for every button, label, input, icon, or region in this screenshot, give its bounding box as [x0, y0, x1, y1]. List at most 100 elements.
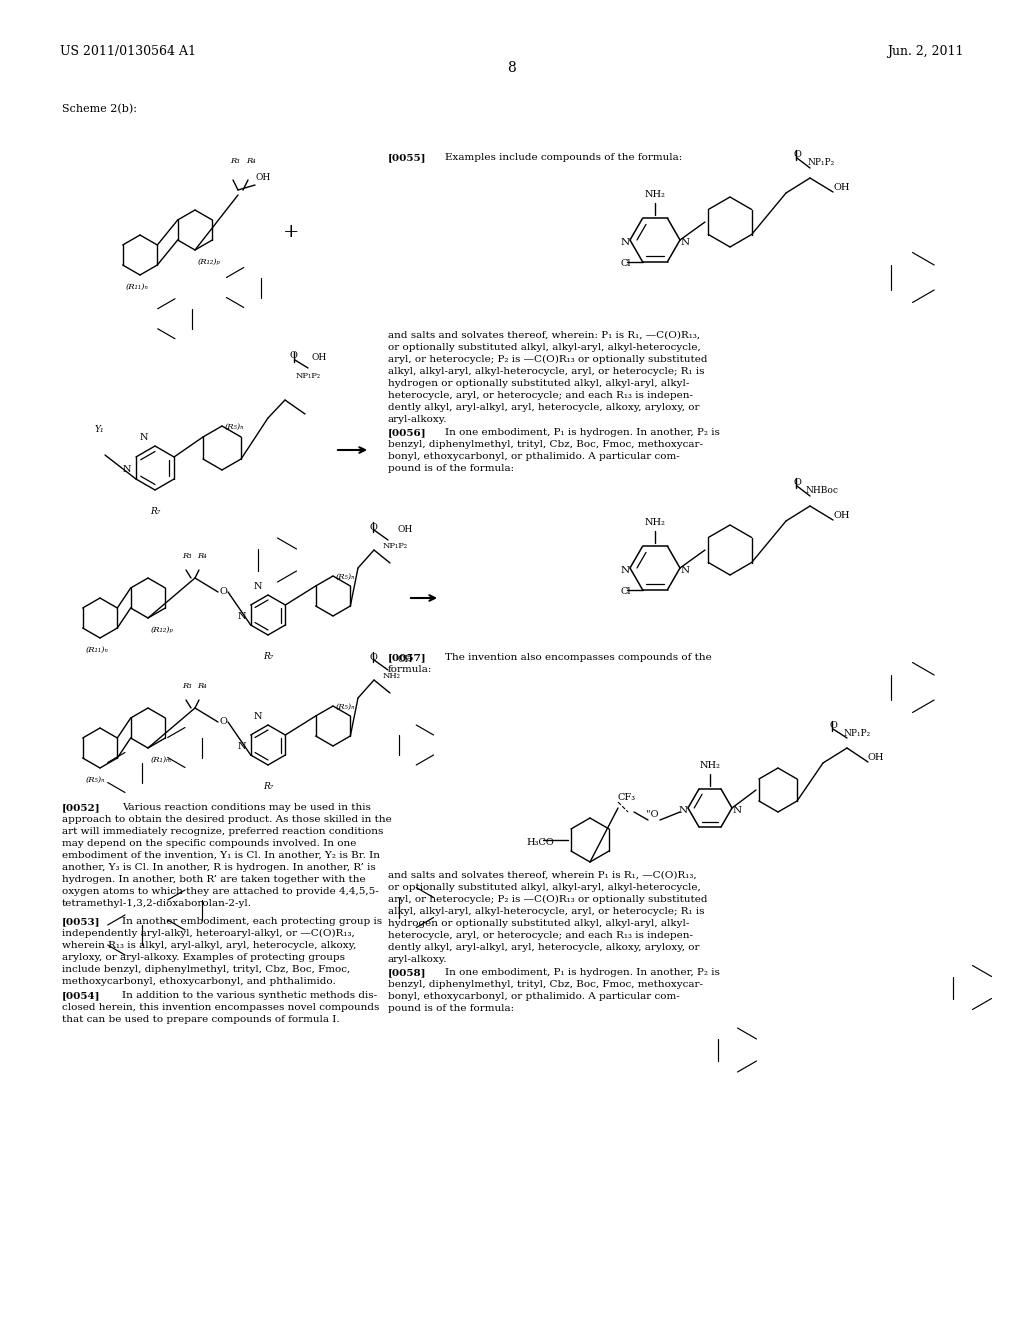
Text: NP₁P₂: NP₁P₂: [296, 372, 322, 380]
Text: NH₂: NH₂: [645, 517, 666, 527]
Text: N: N: [238, 742, 247, 751]
Text: NP₁P₂: NP₁P₂: [844, 729, 871, 738]
Text: Cl: Cl: [621, 259, 631, 268]
Text: Y₁: Y₁: [95, 425, 104, 434]
Text: R₇: R₇: [263, 781, 273, 791]
Text: O: O: [793, 478, 801, 487]
Text: R₃: R₃: [182, 552, 191, 560]
Text: In one embodiment, P₁ is hydrogen. In another, P₂ is: In one embodiment, P₁ is hydrogen. In an…: [445, 968, 720, 977]
Text: include benzyl, diphenylmethyl, trityl, Cbz, Boc, Fmoc,: include benzyl, diphenylmethyl, trityl, …: [62, 965, 350, 974]
Text: N: N: [621, 566, 630, 576]
Text: N: N: [254, 711, 262, 721]
Text: N: N: [733, 807, 742, 814]
Text: Jun. 2, 2011: Jun. 2, 2011: [888, 45, 964, 58]
Text: N: N: [681, 566, 690, 576]
Text: R₄: R₄: [197, 682, 207, 690]
Text: Scheme 2(b):: Scheme 2(b):: [62, 104, 137, 114]
Text: US 2011/0130564 A1: US 2011/0130564 A1: [60, 45, 196, 58]
Text: benzyl, diphenylmethyl, trityl, Cbz, Boc, Fmoc, methoxycar-: benzyl, diphenylmethyl, trityl, Cbz, Boc…: [388, 440, 703, 449]
Text: O: O: [220, 717, 228, 726]
Text: embodiment of the invention, Y₁ is Cl. In another, Y₂ is Br. In: embodiment of the invention, Y₁ is Cl. I…: [62, 851, 380, 861]
Text: OH: OH: [398, 655, 414, 664]
Text: N: N: [140, 433, 148, 442]
Text: [0054]: [0054]: [62, 991, 100, 1001]
Text: NHBoc: NHBoc: [806, 486, 839, 495]
Text: tetramethyl-1,3,2-dioxaborolan-2-yl.: tetramethyl-1,3,2-dioxaborolan-2-yl.: [62, 899, 252, 908]
Text: 8: 8: [508, 61, 516, 75]
Text: In addition to the various synthetic methods dis-: In addition to the various synthetic met…: [122, 991, 377, 1001]
Text: aryl, or heterocycle; P₂ is —C(O)R₁₃ or optionally substituted: aryl, or heterocycle; P₂ is —C(O)R₁₃ or …: [388, 355, 708, 364]
Text: and salts and solvates thereof, wherein: P₁ is R₁, —C(O)R₁₃,: and salts and solvates thereof, wherein:…: [388, 331, 700, 341]
Text: aryl-alkoxy.: aryl-alkoxy.: [388, 954, 447, 964]
Text: N: N: [621, 238, 630, 247]
Text: benzyl, diphenylmethyl, trityl, Cbz, Boc, Fmoc, methoxycar-: benzyl, diphenylmethyl, trityl, Cbz, Boc…: [388, 979, 703, 989]
Text: R₃: R₃: [182, 682, 191, 690]
Text: N: N: [238, 612, 247, 620]
Text: wherein R₁₃ is alkyl, aryl-alkyl, aryl, heterocycle, alkoxy,: wherein R₁₃ is alkyl, aryl-alkyl, aryl, …: [62, 941, 356, 950]
Text: [0055]: [0055]: [388, 153, 427, 162]
Text: (R₁₂)ₚ: (R₁₂)ₚ: [151, 626, 174, 634]
Text: In one embodiment, P₁ is hydrogen. In another, P₂ is: In one embodiment, P₁ is hydrogen. In an…: [445, 428, 720, 437]
Text: that can be used to prepare compounds of formula I.: that can be used to prepare compounds of…: [62, 1015, 340, 1024]
Text: aryloxy, or aryl-alkoxy. Examples of protecting groups: aryloxy, or aryl-alkoxy. Examples of pro…: [62, 953, 345, 962]
Text: bonyl, ethoxycarbonyl, or pthalimido. A particular com-: bonyl, ethoxycarbonyl, or pthalimido. A …: [388, 451, 680, 461]
Text: N: N: [681, 238, 690, 247]
Text: heterocycle, aryl, or heterocycle; and each R₁₃ is indepen-: heterocycle, aryl, or heterocycle; and e…: [388, 931, 693, 940]
Text: or optionally substituted alkyl, alkyl-aryl, alkyl-heterocycle,: or optionally substituted alkyl, alkyl-a…: [388, 343, 700, 352]
Text: OH: OH: [256, 173, 271, 182]
Text: [0058]: [0058]: [388, 968, 427, 977]
Text: H₃CO: H₃CO: [526, 838, 554, 847]
Text: bonyl, ethoxycarbonyl, or pthalimido. A particular com-: bonyl, ethoxycarbonyl, or pthalimido. A …: [388, 993, 680, 1001]
Text: O: O: [829, 721, 837, 730]
Text: R₃: R₃: [230, 157, 240, 165]
Text: hydrogen or optionally substituted alkyl, alkyl-aryl, alkyl-: hydrogen or optionally substituted alkyl…: [388, 919, 689, 928]
Text: OH: OH: [833, 511, 850, 520]
Text: N: N: [254, 582, 262, 591]
Text: heterocycle, aryl, or heterocycle; and each R₁₃ is indepen-: heterocycle, aryl, or heterocycle; and e…: [388, 391, 693, 400]
Text: O: O: [793, 150, 801, 158]
Text: The invention also encompasses compounds of the: The invention also encompasses compounds…: [445, 653, 712, 663]
Text: OH: OH: [868, 752, 885, 762]
Text: OH: OH: [833, 183, 850, 191]
Text: oxygen atoms to which they are attached to provide 4,4,5,5-: oxygen atoms to which they are attached …: [62, 887, 379, 896]
Text: Cl: Cl: [621, 586, 631, 595]
Text: (R₁₁)ₙ: (R₁₁)ₙ: [126, 282, 148, 290]
Text: O: O: [370, 653, 378, 663]
Text: [0057]: [0057]: [388, 653, 427, 663]
Text: CF₃: CF₃: [618, 793, 636, 803]
Text: methoxycarbonyl, ethoxycarbonyl, and phthalimido.: methoxycarbonyl, ethoxycarbonyl, and pht…: [62, 977, 336, 986]
Text: approach to obtain the desired product. As those skilled in the: approach to obtain the desired product. …: [62, 814, 392, 824]
Text: NH₂: NH₂: [645, 190, 666, 199]
Text: another, Y₃ is Cl. In another, R is hydrogen. In another, R’ is: another, Y₃ is Cl. In another, R is hydr…: [62, 863, 376, 873]
Text: closed herein, this invention encompasses novel compounds: closed herein, this invention encompasse…: [62, 1003, 379, 1012]
Text: hydrogen. In another, both R’ are taken together with the: hydrogen. In another, both R’ are taken …: [62, 875, 366, 884]
Text: pound is of the formula:: pound is of the formula:: [388, 1005, 514, 1012]
Text: (R₅)ₙ: (R₅)ₙ: [225, 422, 245, 432]
Text: O: O: [370, 523, 378, 532]
Text: alkyl, alkyl-aryl, alkyl-heterocycle, aryl, or heterocycle; R₁ is: alkyl, alkyl-aryl, alkyl-heterocycle, ar…: [388, 367, 705, 376]
Text: NP₁P₂: NP₁P₂: [383, 543, 409, 550]
Text: [0056]: [0056]: [388, 428, 427, 437]
Text: aryl, or heterocycle; P₂ is —C(O)R₁₃ or optionally substituted: aryl, or heterocycle; P₂ is —C(O)R₁₃ or …: [388, 895, 708, 904]
Text: pound is of the formula:: pound is of the formula:: [388, 465, 514, 473]
Text: R₄: R₄: [246, 157, 256, 165]
Text: independently aryl-alkyl, heteroaryl-alkyl, or —C(O)R₁₃,: independently aryl-alkyl, heteroaryl-alk…: [62, 929, 354, 939]
Text: formula:: formula:: [388, 665, 432, 675]
Text: alkyl, alkyl-aryl, alkyl-heterocycle, aryl, or heterocycle; R₁ is: alkyl, alkyl-aryl, alkyl-heterocycle, ar…: [388, 907, 705, 916]
Text: O: O: [290, 351, 298, 360]
Text: (R₁₂)ₚ: (R₁₂)ₚ: [198, 257, 221, 267]
Text: dently alkyl, aryl-alkyl, aryl, heterocycle, alkoxy, aryloxy, or: dently alkyl, aryl-alkyl, aryl, heterocy…: [388, 942, 699, 952]
Text: R₇: R₇: [263, 652, 273, 661]
Text: (R₁)ₘ: (R₁)ₘ: [151, 756, 172, 764]
Text: R₇: R₇: [150, 507, 161, 516]
Text: (R₁₁)ₙ: (R₁₁)ₙ: [86, 645, 109, 653]
Text: R₄: R₄: [197, 552, 207, 560]
Text: +: +: [283, 223, 299, 242]
Text: NP₁P₂: NP₁P₂: [808, 158, 836, 168]
Text: or optionally substituted alkyl, alkyl-aryl, alkyl-heterocycle,: or optionally substituted alkyl, alkyl-a…: [388, 883, 700, 892]
Text: Examples include compounds of the formula:: Examples include compounds of the formul…: [445, 153, 682, 162]
Text: OH: OH: [398, 525, 414, 535]
Text: In another embodiment, each protecting group is: In another embodiment, each protecting g…: [122, 917, 382, 927]
Text: N: N: [123, 465, 131, 474]
Text: "O: "O: [646, 810, 658, 818]
